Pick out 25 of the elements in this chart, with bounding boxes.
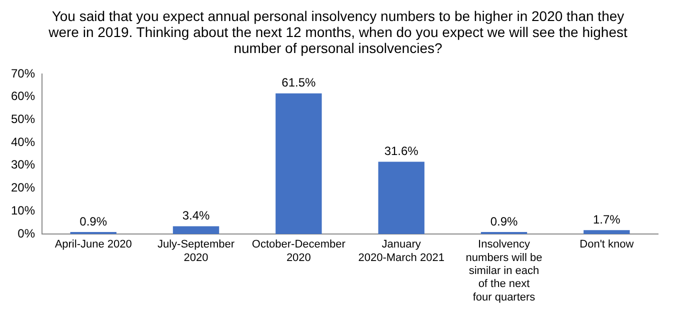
chart-title: You said that you expect annual personal insolvency numbers to be higher in 2020 than they were in 2019. Thinking about the next 12 months, when do you expect we will see the highest number of personal insolvencies? <box>48 8 628 56</box>
y-tick-label: 60% <box>10 89 36 104</box>
data-label: 31.6% <box>384 144 419 158</box>
data-label: 1.7% <box>592 212 621 226</box>
x-tick-label: Don't know <box>580 238 634 251</box>
x-tick-label: January 2020-March 2021 <box>358 238 444 264</box>
x-tick-label: April-June 2020 <box>54 238 132 251</box>
y-tick-label: 0% <box>18 226 36 240</box>
bar <box>276 93 322 234</box>
y-tick-label: 50% <box>10 112 36 126</box>
y-tick-label: 20% <box>10 180 36 195</box>
y-tick-label: 10% <box>10 203 36 218</box>
x-tick-label: Insolvency numbers will be similar in each of the next four quarters <box>466 238 542 304</box>
y-tick-label: 40% <box>10 134 36 149</box>
x-tick-label: October-December 2020 <box>252 238 346 264</box>
data-label: 61.5% <box>282 76 316 90</box>
x-tick-label: July-September 2020 <box>157 238 235 264</box>
bar <box>172 226 220 234</box>
data-label: 0.9% <box>80 214 108 228</box>
bar <box>584 230 630 234</box>
y-tick-label: 30% <box>10 158 36 172</box>
y-tick-label: 70% <box>10 66 36 80</box>
data-label: 3.4% <box>182 208 210 223</box>
data-label: 0.9% <box>490 214 518 228</box>
bar <box>378 162 424 234</box>
